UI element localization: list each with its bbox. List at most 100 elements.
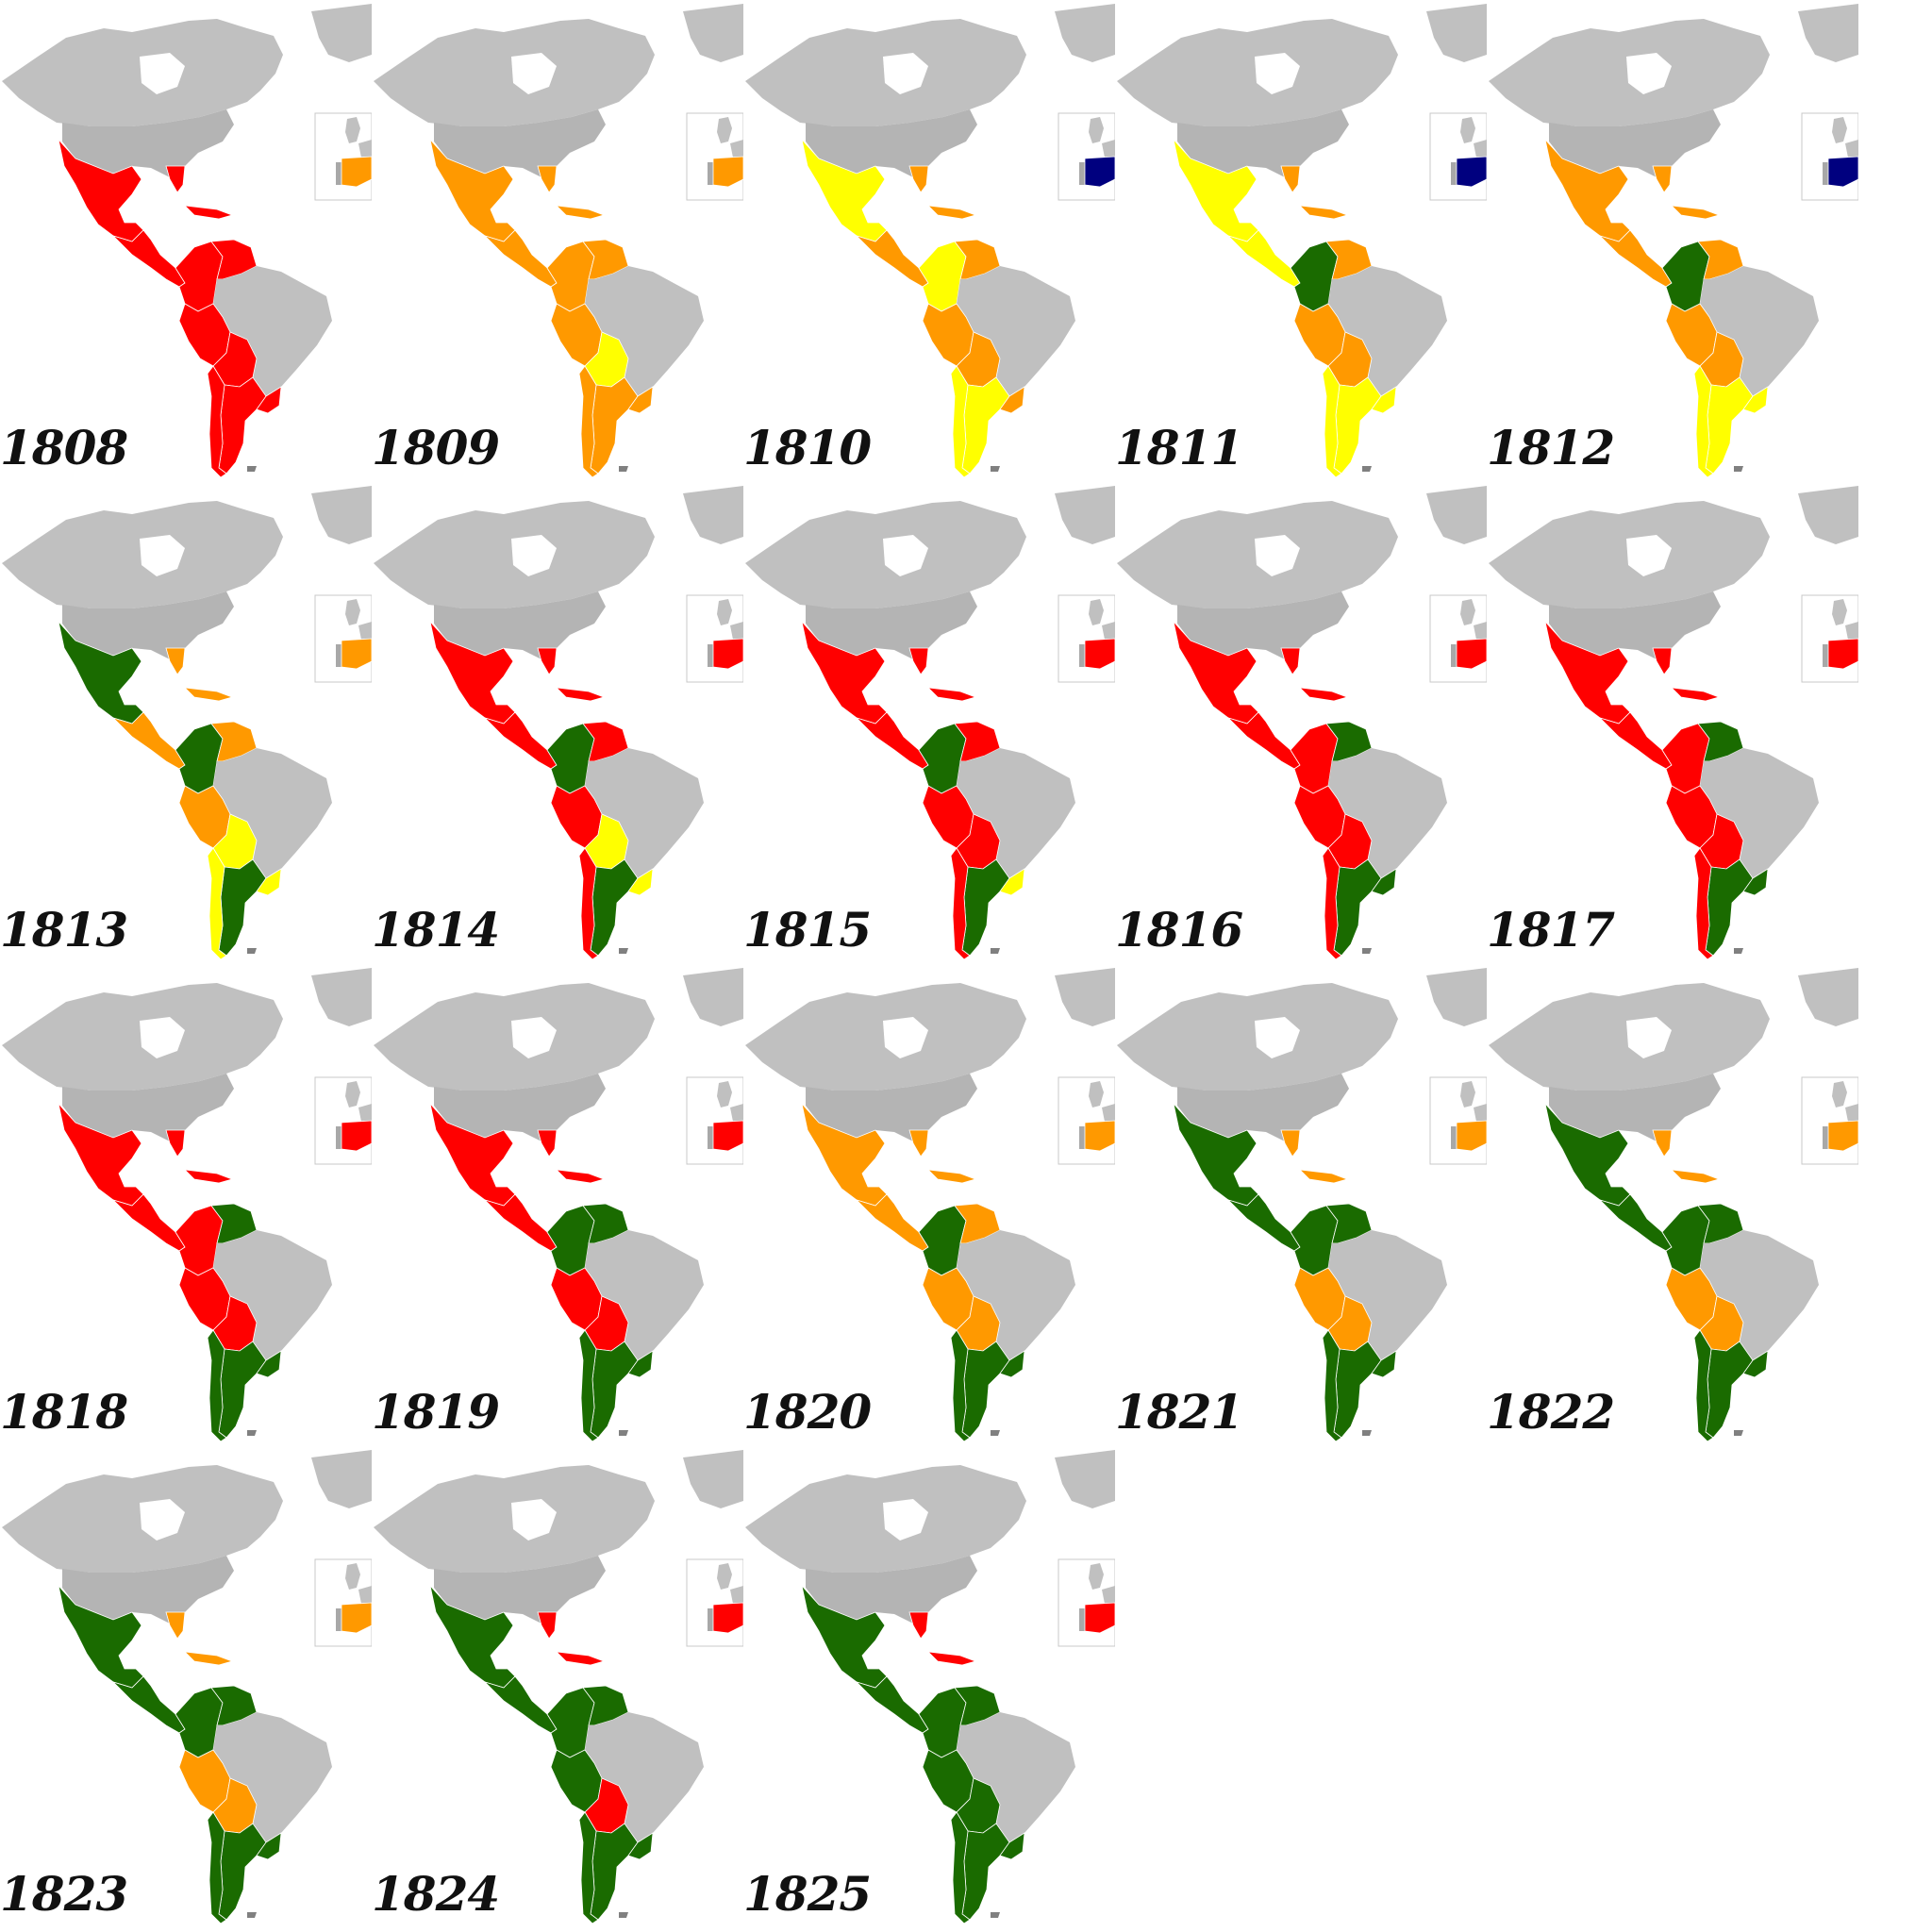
region-spain (712, 638, 743, 670)
region-spain (1084, 156, 1115, 188)
region-florida (908, 165, 929, 193)
region-chile (950, 1329, 971, 1442)
greenland (683, 486, 743, 544)
region-mexico (801, 620, 888, 724)
map-panel-1825: 1825 (743, 1446, 1115, 1927)
year-label: 1813 (0, 902, 128, 958)
falklands (247, 948, 257, 954)
british-isles (1089, 599, 1104, 625)
region-uruguay (1742, 1350, 1769, 1378)
year-label: 1811 (1115, 420, 1243, 475)
americas-map (1117, 4, 1487, 478)
region-uruguay (1742, 386, 1769, 414)
map-grid: 1808 (0, 0, 1858, 1927)
british-isles (1089, 117, 1104, 143)
region-spain (1084, 1120, 1115, 1152)
region-brazil (957, 748, 1075, 878)
region-florida (537, 1129, 558, 1158)
region-argentina (961, 1823, 1010, 1921)
region-florida (165, 1611, 186, 1640)
region-caribbean (1298, 205, 1349, 220)
year-label: 1814 (372, 902, 500, 958)
hudson-bay (1255, 1017, 1300, 1058)
year-label: 1816 (1115, 902, 1243, 958)
british-isles (717, 599, 732, 625)
greenland (1055, 1450, 1115, 1508)
falklands (991, 1912, 1000, 1918)
portugal (708, 162, 713, 185)
region-florida (165, 647, 186, 675)
region-usa (806, 1556, 977, 1635)
region-brazil (957, 1230, 1075, 1360)
region-argentina (1705, 1341, 1754, 1439)
region-spain (1456, 156, 1487, 188)
region-argentina (961, 858, 1010, 957)
region-usa (806, 109, 977, 189)
hudson-bay (511, 53, 557, 94)
region-spain (712, 1120, 743, 1152)
americas-map (374, 486, 743, 960)
year-label: 1823 (0, 1866, 128, 1922)
greenland (1426, 4, 1487, 62)
map-panel-1811: 1811 (1115, 0, 1487, 481)
british-isles (1460, 1081, 1475, 1108)
falklands (1734, 948, 1743, 954)
british-isles (345, 1563, 360, 1590)
british-isles (345, 599, 360, 625)
greenland (1426, 968, 1487, 1026)
americas-map (1489, 968, 1858, 1442)
region-argentina (1705, 376, 1754, 475)
region-mexico (801, 1102, 888, 1207)
hudson-bay (883, 535, 928, 576)
region-chile (950, 365, 971, 478)
falklands (247, 466, 257, 472)
map-panel-1824: 1824 (372, 1446, 743, 1927)
region-florida (165, 165, 186, 193)
region-spain (1084, 638, 1115, 670)
falklands (1362, 466, 1372, 472)
region-spain (341, 1602, 372, 1634)
region-spain (341, 156, 372, 188)
region-chile (578, 1811, 599, 1924)
map-panel-1815: 1815 (743, 482, 1115, 963)
americas-map (745, 486, 1115, 960)
region-chile (950, 847, 971, 960)
americas-map (2, 486, 372, 960)
region-mexico (801, 138, 888, 242)
region-usa (434, 109, 606, 189)
region-brazil (585, 748, 704, 878)
greenland (311, 4, 372, 62)
map-panel-1818: 1818 (0, 964, 372, 1445)
region-chile (578, 847, 599, 960)
region-florida (537, 647, 558, 675)
year-label: 1820 (743, 1384, 872, 1440)
region-mexico (58, 1584, 144, 1689)
hudson-bay (140, 1499, 185, 1541)
greenland (311, 1450, 372, 1508)
region-caribbean (555, 1169, 606, 1184)
falklands (1734, 466, 1743, 472)
year-label: 1822 (1487, 1384, 1615, 1440)
hudson-bay (1626, 53, 1672, 94)
region-brazil (585, 1712, 704, 1842)
region-argentina (1333, 376, 1382, 475)
region-chile (1322, 847, 1342, 960)
region-chile (207, 365, 227, 478)
hudson-bay (140, 53, 185, 94)
region-brazil (213, 1712, 332, 1842)
region-argentina (1333, 858, 1382, 957)
portugal (1079, 644, 1085, 667)
region-florida (1280, 165, 1301, 193)
falklands (991, 948, 1000, 954)
region-florida (908, 1611, 929, 1640)
region-usa (806, 591, 977, 671)
hudson-bay (511, 535, 557, 576)
region-uruguay (627, 386, 654, 414)
year-label: 1824 (372, 1866, 500, 1922)
region-usa (62, 591, 234, 671)
region-uruguay (627, 868, 654, 896)
region-argentina (590, 376, 639, 475)
region-usa (1177, 109, 1349, 189)
region-florida (537, 1611, 558, 1640)
region-spain (341, 638, 372, 670)
